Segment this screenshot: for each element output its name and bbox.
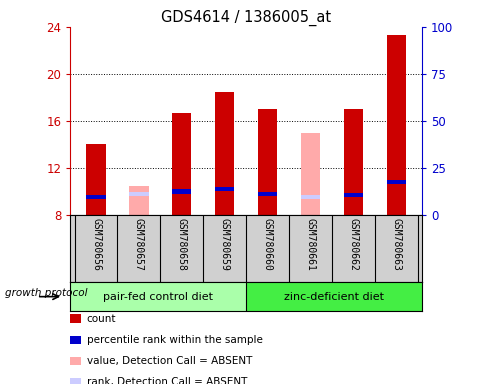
Bar [214,187,234,191]
Bar [172,189,191,194]
Bar [129,192,148,196]
Bar [300,133,319,215]
Title: GDS4614 / 1386005_at: GDS4614 / 1386005_at [161,9,331,25]
Text: GSM780656: GSM780656 [91,218,101,271]
Bar [172,113,191,215]
Text: GSM780660: GSM780660 [262,218,272,271]
Text: GSM780661: GSM780661 [305,218,315,271]
Text: GSM780659: GSM780659 [219,218,229,271]
Text: pair-fed control diet: pair-fed control diet [103,291,213,302]
Text: zinc-deficient diet: zinc-deficient diet [284,291,383,302]
Bar [129,185,148,215]
Bar [86,195,106,199]
Text: growth protocol: growth protocol [5,288,87,298]
Text: GSM780663: GSM780663 [391,218,400,271]
Bar [386,180,405,184]
Bar [214,91,234,215]
Text: GSM780662: GSM780662 [348,218,358,271]
Text: GSM780657: GSM780657 [134,218,144,271]
Bar [343,193,362,197]
Text: value, Detection Call = ABSENT: value, Detection Call = ABSENT [87,356,252,366]
Text: percentile rank within the sample: percentile rank within the sample [87,335,262,345]
Bar [343,109,362,215]
Text: count: count [87,314,116,324]
Bar [300,195,319,199]
Text: rank, Detection Call = ABSENT: rank, Detection Call = ABSENT [87,377,247,384]
Bar [86,144,106,215]
Text: GSM780658: GSM780658 [177,218,186,271]
Bar [257,109,277,215]
Bar [386,35,405,215]
Bar [257,192,277,196]
